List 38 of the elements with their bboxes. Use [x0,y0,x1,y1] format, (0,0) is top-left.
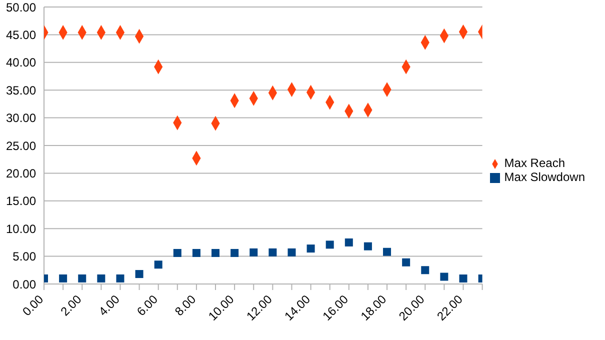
point [250,248,258,256]
y-tick-label: 50.00 [6,0,36,14]
y-tick-label: 15.00 [6,194,36,208]
point [230,248,239,257]
y-tick-label: 40.00 [6,56,36,70]
point [344,238,353,246]
y-tick-label: 0.00 [12,277,36,292]
point [288,248,296,256]
point [192,248,200,257]
point [59,274,68,282]
point [212,248,220,257]
y-tick-label: 45.00 [6,28,36,42]
y-tick-label: 25.00 [6,138,36,153]
point [268,248,277,256]
point [306,244,315,253]
point [135,270,144,278]
point [326,240,334,249]
legend-label: Max Reach [504,156,565,170]
x-tick-label: 4.00 [96,292,123,319]
y-tick-label: 30.00 [6,111,36,126]
point [78,274,86,282]
legend-label: Max Slowdown [504,170,585,184]
point [402,258,410,266]
point [364,242,372,250]
point [440,272,448,281]
point [173,248,182,257]
y-tick-label: 10.00 [6,222,36,236]
point [116,274,124,282]
y-tick-label: 20.00 [6,166,36,180]
x-tick-label: 8.00 [172,292,199,319]
y-tick-label: 5.00 [12,250,36,264]
point [421,266,430,274]
x-tick-label: 6.00 [134,292,161,319]
point [154,260,162,269]
point [383,248,392,256]
point [97,274,106,282]
y-tick-label: 35.00 [6,83,36,98]
point [459,274,468,282]
